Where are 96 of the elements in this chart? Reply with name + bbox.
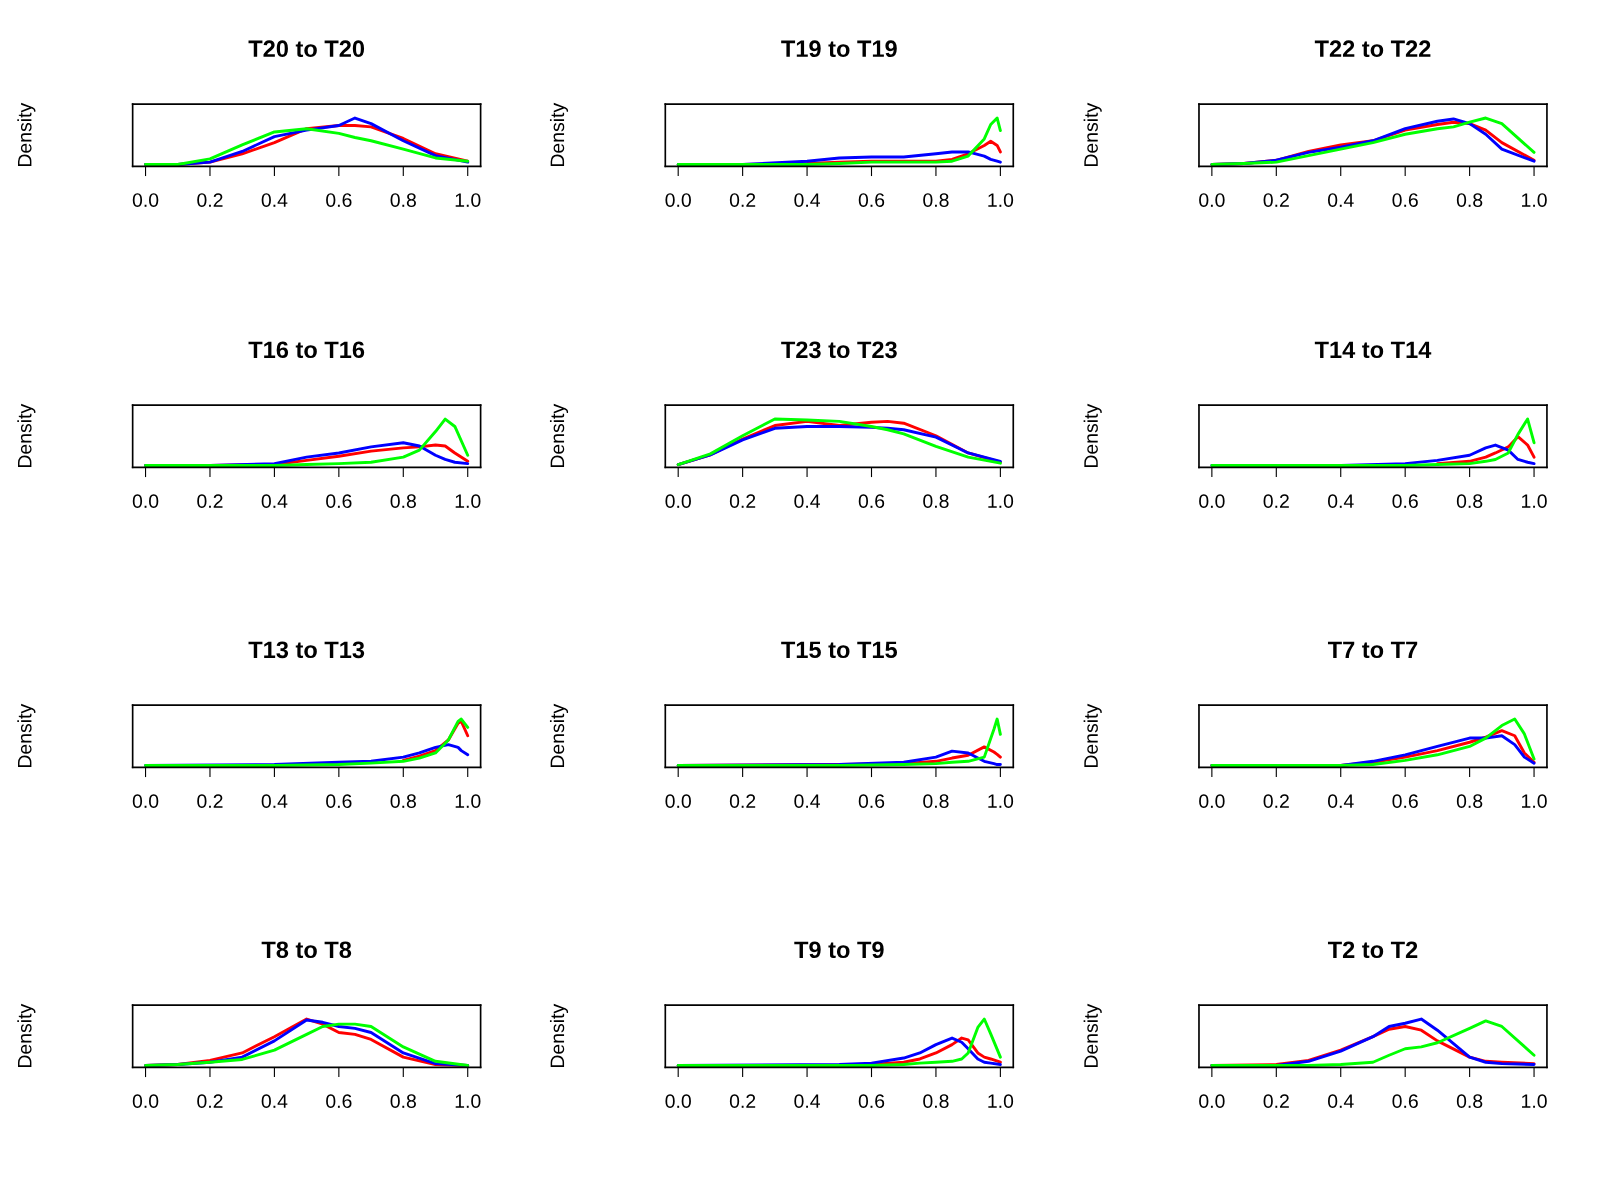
chart-title: T20 to T20 <box>248 40 365 58</box>
x-tick-label: 0.4 <box>794 193 821 207</box>
x-tick-label: 0.6 <box>858 1094 885 1109</box>
x-tick-label: 0.0 <box>1199 794 1225 809</box>
x-tick-label: 0.0 <box>132 494 159 509</box>
x-tick-label: 0.4 <box>1327 794 1354 809</box>
x-tick-label: 1.0 <box>988 494 1014 509</box>
y-axis-title: Density <box>549 1003 569 1068</box>
x-tick-label: 0.6 <box>326 193 352 207</box>
x-tick-label: 0.4 <box>261 794 288 809</box>
x-tick-label: 0.2 <box>1263 193 1289 207</box>
x-tick-label: 0.4 <box>794 1094 821 1109</box>
x-tick-label: 0.2 <box>197 494 223 509</box>
x-tick-label: 0.2 <box>197 794 223 809</box>
x-tick-label: 1.0 <box>455 494 481 509</box>
x-tick-label: 0.0 <box>1199 1094 1225 1109</box>
x-tick-label: 0.2 <box>729 193 756 207</box>
y-axis-title: Density <box>17 102 36 167</box>
chart-title: T2 to T2 <box>1327 941 1418 959</box>
x-tick-label: 0.2 <box>729 1094 756 1109</box>
x-tick-label: 0.6 <box>1392 193 1418 207</box>
y-axis-title: Density <box>1083 1003 1102 1068</box>
chart-title: T14 to T14 <box>1314 341 1432 359</box>
x-tick-label: 1.0 <box>455 794 481 809</box>
x-tick-label: 0.0 <box>665 794 691 809</box>
x-tick-label: 0.8 <box>390 1094 416 1109</box>
x-tick-label: 0.6 <box>1392 794 1418 809</box>
chart-title: T16 to T16 <box>248 341 365 359</box>
x-tick-label: 0.0 <box>665 1094 691 1109</box>
x-tick-label: 0.4 <box>1327 494 1354 509</box>
x-tick-label: 0.8 <box>1456 494 1483 509</box>
x-tick-label: 0.6 <box>1392 1094 1418 1109</box>
x-tick-label: 0.0 <box>132 193 159 207</box>
x-tick-label: 0.2 <box>197 193 223 207</box>
x-tick-label: 0.8 <box>390 193 416 207</box>
chart-title: T15 to T15 <box>781 641 898 659</box>
x-tick-label: 1.0 <box>455 1094 481 1109</box>
chart-title: T8 to T8 <box>261 941 352 959</box>
x-tick-label: 0.8 <box>923 1094 949 1109</box>
x-tick-label: 1.0 <box>1522 1094 1547 1109</box>
x-tick-label: 0.8 <box>923 193 949 207</box>
x-tick-label: 1.0 <box>1522 494 1547 509</box>
x-tick-label: 0.8 <box>1456 1094 1483 1109</box>
x-tick-label: 0.2 <box>1263 494 1289 509</box>
x-tick-label: 1.0 <box>988 1094 1014 1109</box>
x-tick-label: 0.4 <box>1327 1094 1354 1109</box>
x-tick-label: 0.4 <box>1327 193 1354 207</box>
x-tick-label: 0.8 <box>1456 794 1483 809</box>
x-tick-label: 0.2 <box>729 794 756 809</box>
x-tick-label: 0.6 <box>1392 494 1418 509</box>
x-tick-label: 0.6 <box>858 494 885 509</box>
x-tick-label: 0.6 <box>858 193 885 207</box>
y-axis-title: Density <box>17 403 36 468</box>
x-tick-label: 0.4 <box>261 1094 288 1109</box>
x-tick-label: 0.4 <box>794 794 821 809</box>
x-tick-label: 0.0 <box>665 494 691 509</box>
x-tick-label: 0.2 <box>197 1094 223 1109</box>
x-tick-label: 0.8 <box>923 494 949 509</box>
x-tick-label: 0.6 <box>326 1094 352 1109</box>
x-tick-label: 1.0 <box>988 193 1014 207</box>
y-axis-title: Density <box>1083 703 1102 768</box>
chart-title: T22 to T22 <box>1314 40 1431 58</box>
x-tick-label: 0.8 <box>390 794 416 809</box>
x-tick-label: 0.4 <box>794 494 821 509</box>
chart-title: T7 to T7 <box>1327 641 1418 659</box>
x-tick-label: 1.0 <box>988 794 1014 809</box>
x-tick-label: 0.4 <box>261 193 288 207</box>
x-tick-label: 1.0 <box>1522 193 1547 207</box>
y-axis-title: Density <box>549 403 569 468</box>
x-tick-label: 0.0 <box>1199 193 1225 207</box>
x-tick-label: 0.4 <box>261 494 288 509</box>
x-tick-label: 0.8 <box>923 794 949 809</box>
x-tick-label: 0.6 <box>326 794 352 809</box>
x-tick-label: 0.0 <box>665 193 691 207</box>
x-tick-label: 0.8 <box>390 494 416 509</box>
y-axis-title: Density <box>549 102 569 167</box>
x-tick-label: 0.8 <box>1456 193 1483 207</box>
x-tick-label: 0.6 <box>858 794 885 809</box>
x-tick-label: 0.0 <box>1199 494 1225 509</box>
y-axis-title: Density <box>1083 102 1102 167</box>
x-tick-label: 1.0 <box>455 193 481 207</box>
x-tick-label: 0.2 <box>729 494 756 509</box>
x-tick-label: 1.0 <box>1522 794 1547 809</box>
y-axis-title: Density <box>549 703 569 768</box>
y-axis-title: Density <box>17 1003 36 1068</box>
y-axis-title: Density <box>1083 403 1102 468</box>
chart-title: T23 to T23 <box>781 341 897 359</box>
x-tick-label: 0.2 <box>1263 1094 1289 1109</box>
chart-title: T13 to T13 <box>248 641 365 659</box>
x-tick-label: 0.0 <box>132 794 159 809</box>
x-tick-label: 0.0 <box>132 1094 159 1109</box>
chart-title: T19 to T19 <box>781 40 897 58</box>
chart-title: T9 to T9 <box>794 941 884 959</box>
y-axis-title: Density <box>17 703 36 768</box>
x-tick-label: 0.2 <box>1263 794 1289 809</box>
x-tick-label: 0.6 <box>326 494 352 509</box>
